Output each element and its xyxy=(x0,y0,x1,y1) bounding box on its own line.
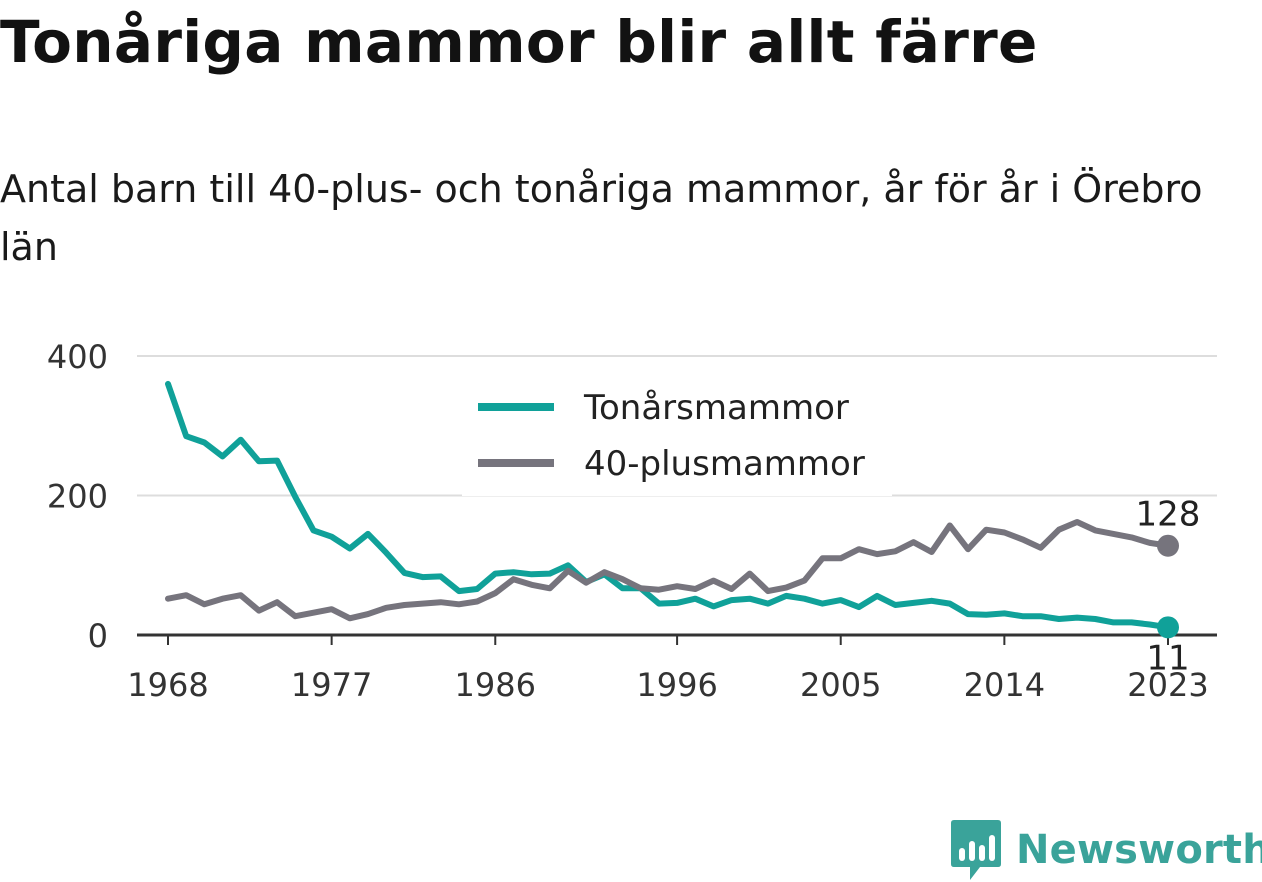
y-axis: 0 200 400 xyxy=(47,338,108,655)
legend-label: Tonårsmammor xyxy=(583,388,849,428)
end-point-tonarsmammor xyxy=(1157,616,1179,639)
chart-title: Tonåriga mammor blir allt färre xyxy=(0,8,1038,76)
x-tick-label: 1977 xyxy=(291,666,372,704)
x-axis: 1968 1977 1986 1996 2005 2014 2023 xyxy=(127,633,1217,704)
chart-subtitle: Antal barn till 40-plus- och tonåriga ma… xyxy=(0,167,1203,269)
legend: Tonårsmammor 40-plusmammor xyxy=(462,376,892,496)
x-tick-label: 1968 xyxy=(127,666,208,704)
x-tick-label: 2014 xyxy=(964,666,1045,704)
series-line-tonarsmammor xyxy=(165,380,1171,631)
x-tick-label: 2023 xyxy=(1127,666,1208,704)
legend-label: 40-plusmammor xyxy=(584,444,865,484)
series-line-fortyplus xyxy=(165,519,1171,622)
end-point-fortyplus xyxy=(1157,534,1179,557)
x-tick-label: 2005 xyxy=(800,666,881,704)
y-tick-label: 200 xyxy=(47,478,108,516)
y-tick-label: 400 xyxy=(47,338,108,376)
x-tick-label: 1996 xyxy=(636,666,717,704)
end-label-fortyplus: 128 xyxy=(1136,495,1201,535)
y-tick-label: 0 xyxy=(88,617,108,655)
legend-background xyxy=(462,376,892,496)
x-tick-label: 1986 xyxy=(455,666,536,704)
end-label-tonarsmammor: 11 xyxy=(1146,638,1189,678)
newsworthy-logo-icon xyxy=(951,820,1001,880)
brand-name: Newsworthy xyxy=(1016,827,1262,873)
brand: Newsworthy xyxy=(950,818,1262,882)
series-lines xyxy=(165,380,1171,631)
end-labels: 11 128 xyxy=(1136,495,1201,679)
